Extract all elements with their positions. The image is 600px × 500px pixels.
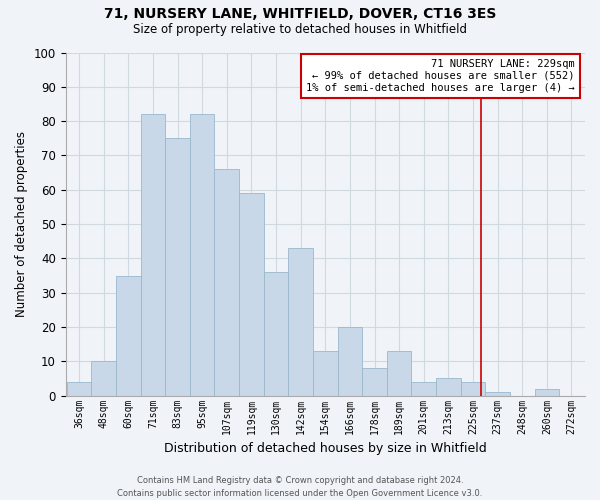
Bar [436,378,461,396]
Y-axis label: Number of detached properties: Number of detached properties [15,131,28,317]
Bar [239,193,264,396]
Bar [461,382,485,396]
Text: Size of property relative to detached houses in Whitfield: Size of property relative to detached ho… [133,22,467,36]
Bar [91,362,116,396]
Bar [535,389,559,396]
Bar [338,327,362,396]
Bar [214,169,239,396]
Bar [140,114,165,396]
Bar [165,138,190,396]
Bar [313,351,338,396]
Bar [67,382,91,396]
Text: 71 NURSERY LANE: 229sqm
← 99% of detached houses are smaller (552)
1% of semi-de: 71 NURSERY LANE: 229sqm ← 99% of detache… [306,60,575,92]
Bar [485,392,510,396]
Text: Contains HM Land Registry data © Crown copyright and database right 2024.
Contai: Contains HM Land Registry data © Crown c… [118,476,482,498]
Bar [387,351,412,396]
Bar [116,276,140,396]
Bar [412,382,436,396]
Bar [362,368,387,396]
Text: 71, NURSERY LANE, WHITFIELD, DOVER, CT16 3ES: 71, NURSERY LANE, WHITFIELD, DOVER, CT16… [104,8,496,22]
X-axis label: Distribution of detached houses by size in Whitfield: Distribution of detached houses by size … [164,442,487,455]
Bar [264,272,289,396]
Bar [190,114,214,396]
Bar [289,248,313,396]
